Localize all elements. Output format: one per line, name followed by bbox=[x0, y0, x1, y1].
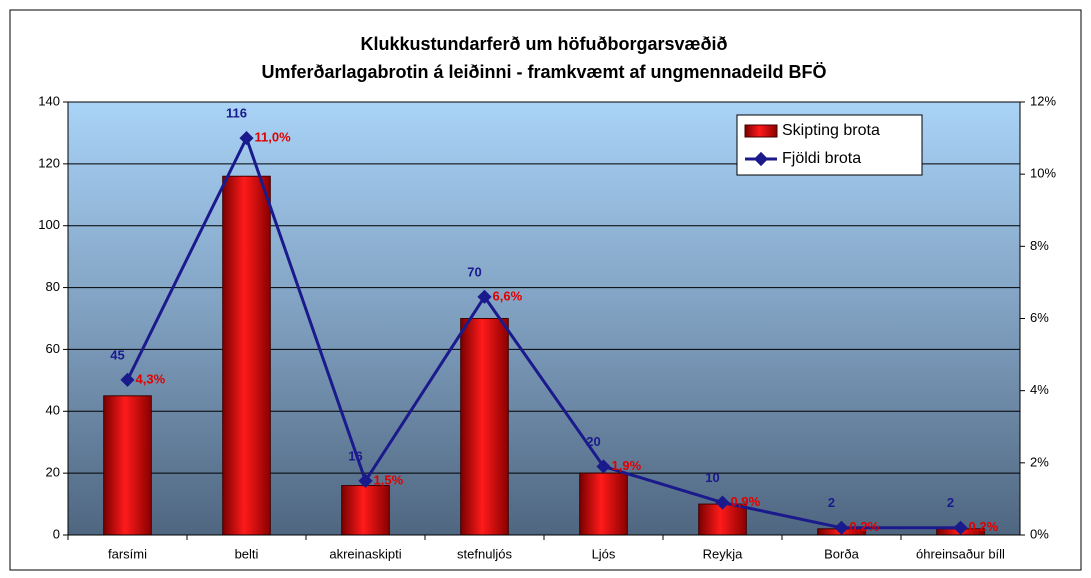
legend-label: Fjöldi brota bbox=[782, 150, 861, 167]
chart-title: Klukkustundarferð um höfuðborgarsvæðið bbox=[360, 34, 727, 54]
value-label: 1,5% bbox=[374, 472, 404, 487]
line-marker bbox=[834, 520, 849, 535]
y2-tick-label: 4% bbox=[1030, 382, 1049, 397]
line-marker bbox=[358, 473, 373, 488]
x-tick-label: óhreinsaður bíll bbox=[916, 546, 1005, 561]
x-tick-label: belti bbox=[235, 546, 259, 561]
count-label: 2 bbox=[828, 495, 835, 510]
value-label: 11,0% bbox=[255, 130, 292, 145]
x-tick-label: Ljós bbox=[592, 546, 616, 561]
value-label: 4,3% bbox=[136, 371, 166, 386]
count-label: 45 bbox=[110, 347, 124, 362]
bar bbox=[103, 395, 152, 536]
line-marker bbox=[715, 495, 730, 510]
chart-subtitle: Umferðarlagabrotin á leiðinni - framkvæm… bbox=[261, 62, 826, 82]
y-tick-label: 120 bbox=[38, 155, 60, 170]
line-marker bbox=[953, 520, 968, 535]
count-label: 16 bbox=[348, 448, 362, 463]
y-tick-label: 140 bbox=[38, 93, 60, 108]
value-label: 0,9% bbox=[731, 494, 761, 509]
y2-tick-label: 10% bbox=[1030, 166, 1056, 181]
x-tick-label: akreinaskipti bbox=[329, 546, 401, 561]
y2-tick-label: 12% bbox=[1030, 93, 1056, 108]
legend-marker bbox=[753, 151, 769, 167]
bar bbox=[341, 485, 390, 536]
bar bbox=[222, 175, 271, 536]
legend-label: Skipting brota bbox=[782, 122, 880, 139]
y-tick-label: 40 bbox=[46, 403, 60, 418]
y2-tick-label: 8% bbox=[1030, 238, 1049, 253]
line-marker bbox=[596, 459, 611, 474]
count-label: 10 bbox=[705, 470, 719, 485]
y-tick-label: 60 bbox=[46, 341, 60, 356]
x-tick-label: Reykja bbox=[703, 546, 744, 561]
value-label: 1,9% bbox=[612, 458, 642, 473]
y2-tick-label: 6% bbox=[1030, 310, 1049, 325]
y-tick-label: 0 bbox=[53, 526, 60, 541]
x-tick-label: stefnuljós bbox=[457, 546, 512, 561]
y2-tick-label: 2% bbox=[1030, 454, 1049, 469]
line bbox=[126, 134, 961, 530]
line-marker bbox=[477, 289, 492, 304]
x-tick-label: Borða bbox=[824, 546, 859, 561]
count-label: 116 bbox=[226, 106, 247, 121]
y2-tick-label: 0% bbox=[1030, 526, 1049, 541]
line-marker bbox=[120, 372, 135, 387]
count-label: 20 bbox=[586, 434, 600, 449]
legend-swatch bbox=[744, 124, 778, 138]
value-label: 0,2% bbox=[850, 519, 880, 534]
bar bbox=[579, 472, 628, 536]
value-label: 6,6% bbox=[493, 288, 523, 303]
count-label: 2 bbox=[947, 495, 954, 510]
x-tick-label: farsími bbox=[108, 546, 147, 561]
line-marker bbox=[239, 131, 254, 146]
value-label: 0,2% bbox=[969, 519, 999, 534]
count-label: 70 bbox=[467, 264, 481, 279]
y-tick-label: 20 bbox=[46, 465, 60, 480]
y-tick-label: 100 bbox=[38, 217, 60, 232]
y-tick-label: 80 bbox=[46, 279, 60, 294]
bar bbox=[460, 318, 509, 536]
